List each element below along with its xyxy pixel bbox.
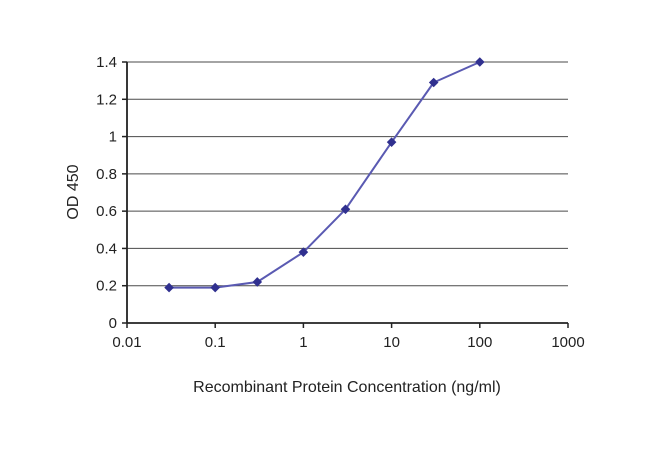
y-tick-label: 1 (109, 129, 117, 146)
x-tick-label: 100 (467, 334, 492, 351)
data-point-marker (298, 247, 309, 257)
x-axis-label: Recombinant Protein Concentration (ng/ml… (193, 379, 501, 396)
y-tick-label: 0 (109, 315, 117, 332)
y-tick-label: 0.2 (96, 278, 117, 295)
y-tick-label: 1.4 (96, 54, 117, 71)
data-point-marker (475, 57, 485, 67)
series-line (169, 61, 481, 289)
chart-generated-layer: 0 0.2 0.4 0.6 0.8 1 1.2 1.4 0.01 0.1 1 10 100 1000 (96, 54, 585, 351)
data-point-marker (428, 77, 439, 88)
x-tick-label: 10 (383, 334, 400, 351)
data-point-marker (340, 204, 351, 215)
x-tick-label: 1 (299, 334, 307, 351)
y-tick-label: 0.4 (96, 240, 117, 257)
x-tick-label: 0.1 (205, 334, 226, 351)
data-point-marker (252, 277, 263, 287)
y-axis-label: OD 450 (65, 164, 82, 219)
x-tick-label: 0.01 (112, 334, 141, 351)
x-tick-label: 1000 (551, 334, 584, 351)
y-tick-label: 0.8 (96, 166, 117, 183)
data-point-marker (164, 282, 174, 293)
data-point-marker (386, 137, 397, 147)
y-tick-label: 0.6 (96, 203, 117, 220)
data-point-marker (210, 282, 220, 293)
y-tick-label: 1.2 (96, 91, 117, 108)
